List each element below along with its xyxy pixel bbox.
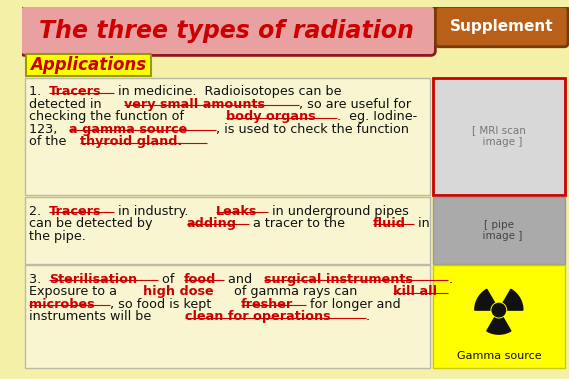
Text: , so are useful for: , so are useful for (299, 98, 411, 111)
Bar (26, 55, 151, 75)
Text: , so food is kept: , so food is kept (110, 298, 216, 311)
Text: .: . (366, 310, 370, 323)
Text: 2.: 2. (29, 205, 45, 218)
Text: can be detected by: can be detected by (29, 217, 156, 230)
Text: thyroid gland.: thyroid gland. (80, 135, 182, 149)
Text: Supplement: Supplement (450, 19, 554, 34)
Polygon shape (487, 317, 511, 334)
Circle shape (492, 304, 506, 317)
FancyBboxPatch shape (435, 6, 568, 47)
Text: Exposure to a: Exposure to a (29, 285, 121, 298)
Text: in underground pipes: in underground pipes (267, 205, 409, 218)
Bar (432, 265, 565, 368)
Text: 1.: 1. (29, 85, 45, 99)
Text: Applications: Applications (30, 56, 146, 74)
Text: instruments will be: instruments will be (29, 310, 155, 323)
Text: and: and (224, 273, 256, 286)
Text: of: of (158, 273, 179, 286)
Text: Sterilisation: Sterilisation (49, 273, 137, 286)
Text: Gamma source: Gamma source (456, 351, 541, 361)
Text: [ pipe
  image ]: [ pipe image ] (476, 219, 522, 241)
Text: a tracer to the: a tracer to the (249, 217, 349, 230)
Text: 3.: 3. (29, 273, 45, 286)
Text: fluid: fluid (373, 217, 406, 230)
Text: detected in: detected in (29, 98, 105, 111)
Text: surgical instruments: surgical instruments (263, 273, 413, 286)
Text: adding: adding (187, 217, 237, 230)
Text: Tracers: Tracers (49, 85, 101, 99)
Text: for longer and: for longer and (306, 298, 401, 311)
Text: [ MRI scan
  image ]: [ MRI scan image ] (472, 125, 526, 147)
Bar (25, 78, 430, 195)
Text: Leaks: Leaks (216, 205, 258, 218)
Text: in: in (414, 217, 430, 230)
Text: 123,: 123, (29, 123, 61, 136)
Circle shape (493, 304, 505, 316)
Text: checking the function of: checking the function of (29, 110, 188, 124)
Polygon shape (502, 289, 523, 310)
Bar (432, 197, 565, 264)
Text: .: . (448, 273, 452, 286)
Text: , is used to check the function: , is used to check the function (216, 123, 409, 136)
Text: microbes: microbes (29, 298, 94, 311)
Text: high dose: high dose (143, 285, 213, 298)
Text: the pipe.: the pipe. (29, 230, 86, 243)
FancyBboxPatch shape (20, 5, 435, 55)
Text: in industry.: in industry. (114, 205, 196, 218)
Text: fresher: fresher (241, 298, 293, 311)
Text: Tracers: Tracers (49, 205, 101, 218)
Text: The three types of radiation: The three types of radiation (39, 19, 414, 43)
Bar (432, 78, 565, 195)
Text: clean for operations: clean for operations (185, 310, 331, 323)
Bar (25, 265, 430, 368)
Text: in medicine.  Radioisotopes can be: in medicine. Radioisotopes can be (114, 85, 341, 99)
Text: food: food (184, 273, 216, 286)
Polygon shape (475, 289, 495, 310)
Text: body organs: body organs (226, 110, 316, 124)
Text: .  eg. Iodine-: . eg. Iodine- (337, 110, 418, 124)
Circle shape (491, 302, 506, 318)
Text: kill all: kill all (393, 285, 438, 298)
Text: very small amounts: very small amounts (124, 98, 265, 111)
Text: of the: of the (29, 135, 70, 149)
Text: of gamma rays can: of gamma rays can (230, 285, 362, 298)
Text: a gamma source: a gamma source (69, 123, 187, 136)
Bar (25, 197, 430, 264)
